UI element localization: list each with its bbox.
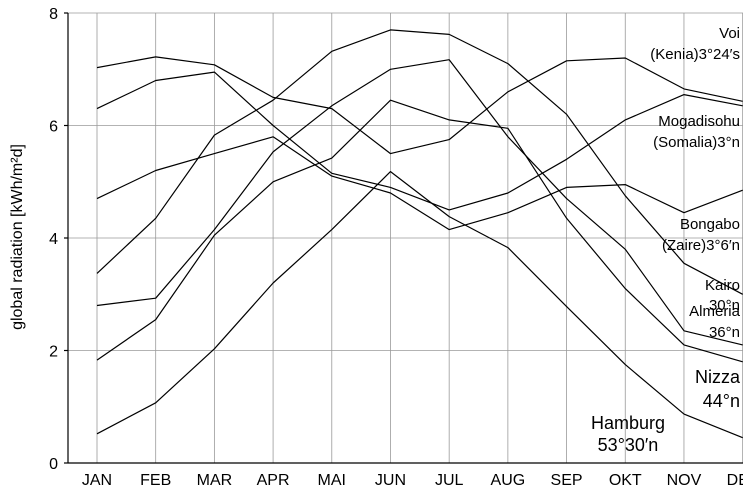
- x-tick-apr: APR: [257, 472, 290, 489]
- y-tick-labels: 0 2 4 6 8: [49, 6, 58, 473]
- x-tick-sep: SEP: [551, 472, 583, 489]
- series-label-0: Voi (Kenia)3°24′s: [650, 25, 740, 63]
- x-tick-okt: OKT: [609, 472, 642, 489]
- y-tick-0: 0: [49, 456, 58, 473]
- x-tick-mar: MAR: [197, 472, 233, 489]
- y-tick-4: 4: [49, 231, 58, 248]
- x-tick-labels: JAN FEB MAR APR MAI JUN JUL AUG SEP OKT NOV DEZ: [82, 472, 743, 489]
- series-label-line: 53°30′n: [598, 435, 659, 455]
- series-label-line: Hamburg: [591, 413, 665, 433]
- series-label-4: Almeria 36°n: [689, 303, 741, 341]
- series-line-0: [96, 56, 743, 155]
- x-tick-mai: MAI: [318, 472, 346, 489]
- series-label-line: Nizza: [695, 367, 741, 387]
- series-label-line: Mogadisohu: [658, 113, 740, 130]
- series-label-line: Kairo: [705, 277, 740, 294]
- y-tick-2: 2: [49, 344, 58, 361]
- y-axis-label: global radiation [kWh/m²d]: [9, 144, 26, 330]
- series-label-line: 36°n: [709, 324, 740, 341]
- series-line-2: [96, 136, 743, 231]
- series-label-5: Nizza 44°n: [695, 367, 741, 411]
- series-label-line: 30°n: [709, 297, 740, 314]
- series-line-5: [96, 99, 743, 363]
- series-label-6: Hamburg 53°30′n: [591, 413, 665, 455]
- y-tick-8: 8: [49, 6, 58, 23]
- x-tick-dez: DEZ: [727, 472, 743, 489]
- series-labels: Voi (Kenia)3°24′s Mogadisohu (Somalia)3°n Bo…: [591, 25, 741, 455]
- series-label-line: Almeria: [689, 303, 741, 320]
- series-line-1: [96, 71, 743, 211]
- series-line-6: [96, 171, 743, 439]
- axes: [64, 12, 743, 464]
- series-label-line: Voi: [719, 25, 740, 42]
- series-lines: [96, 29, 743, 439]
- series-label-1: Mogadisohu (Somalia)3°n: [653, 113, 740, 151]
- y-tick-6: 6: [49, 119, 58, 136]
- x-tick-jun: JUN: [375, 472, 406, 489]
- series-line-3: [96, 29, 743, 295]
- series-label-line: Bongabo: [680, 216, 740, 233]
- x-tick-jul: JUL: [435, 472, 464, 489]
- series-label-line: (Somalia)3°n: [653, 134, 740, 151]
- x-tick-feb: FEB: [140, 472, 171, 489]
- series-label-2: Bongabo (Zaire)3°6′n: [662, 216, 740, 254]
- series-label-line: 44°n: [703, 391, 740, 411]
- x-tick-nov: NOV: [667, 472, 702, 489]
- series-label-line: (Zaire)3°6′n: [662, 237, 740, 254]
- grid: [68, 12, 743, 463]
- series-label-3: Kairo 30°n: [705, 277, 740, 314]
- x-tick-jan: JAN: [82, 472, 112, 489]
- series-line-4: [96, 59, 743, 346]
- series-label-line: (Kenia)3°24′s: [650, 46, 740, 63]
- x-tick-aug: AUG: [491, 472, 526, 489]
